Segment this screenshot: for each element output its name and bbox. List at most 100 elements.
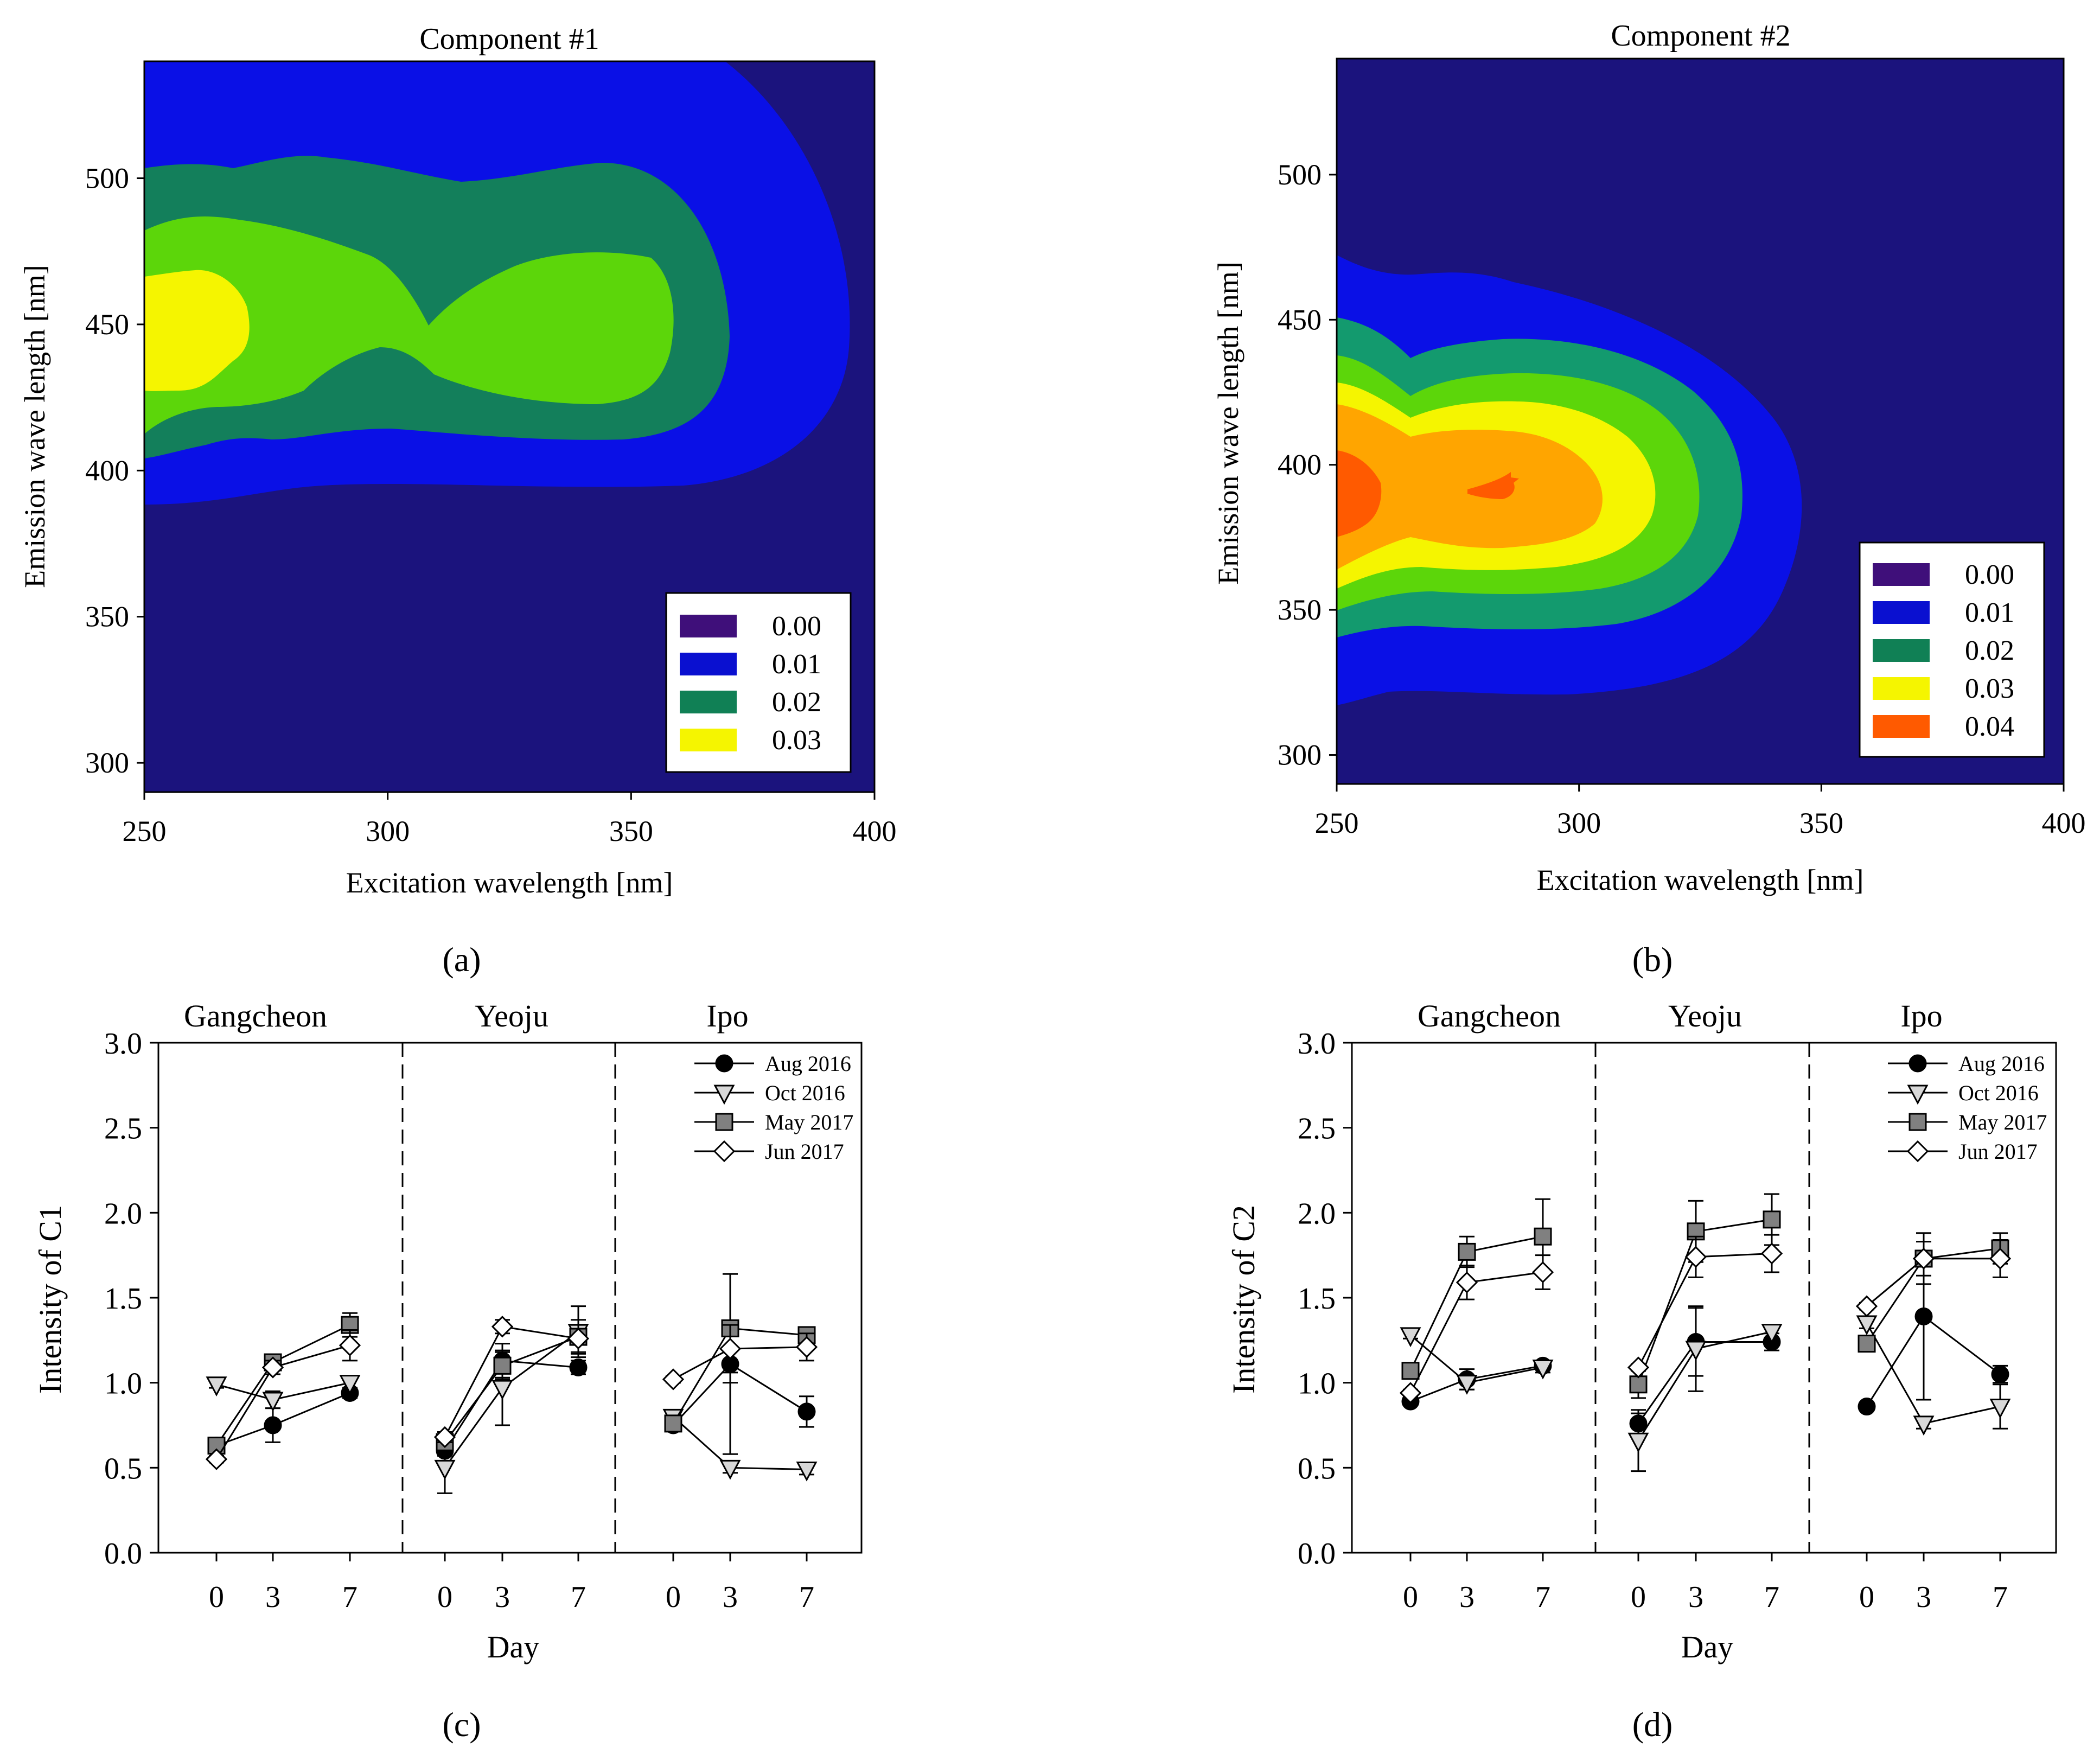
- legend: 0.00 0.01 0.02 0.03: [665, 592, 852, 773]
- data-point: [1532, 1359, 1554, 1380]
- legend-marker: [1906, 1140, 1929, 1163]
- series-line: [1409, 1271, 1543, 1394]
- group-label: Ipo: [706, 998, 748, 1034]
- panel-label-c: (c): [442, 1705, 481, 1744]
- series-line: [673, 1346, 807, 1380]
- x-tick-label: 7: [1764, 1580, 1779, 1614]
- x-axis-label: Excitation wavelength [nm]: [346, 866, 673, 899]
- panel-label-a: (a): [442, 940, 481, 979]
- data-point: [1627, 1356, 1650, 1379]
- series-line: [1866, 1247, 2001, 1344]
- series-aug-2016: [207, 1273, 816, 1460]
- series-line: [1866, 1258, 2000, 1307]
- group-label: Yeoju: [1668, 998, 1742, 1034]
- legend-marker: [1908, 1054, 1927, 1073]
- x-tick-label: 300: [1557, 807, 1601, 839]
- legend-label: Jun 2017: [1958, 1139, 2038, 1164]
- legend-label: 0.00: [1965, 559, 2014, 590]
- series-line: [444, 1336, 579, 1443]
- data-point: [339, 1334, 361, 1356]
- x-tick-label: 7: [799, 1580, 814, 1614]
- y-tick-label: 3.0: [1298, 1027, 1336, 1061]
- data-point: [1684, 1246, 1707, 1268]
- legend-label: 0.01: [772, 649, 821, 680]
- group-label: Yeoju: [475, 998, 548, 1034]
- data-point: [339, 1375, 361, 1395]
- data-point: [795, 1336, 818, 1358]
- x-tick-label: 250: [123, 815, 167, 847]
- data-point: [1534, 1227, 1552, 1246]
- y-tick-label: 300: [85, 747, 129, 779]
- legend-label: Aug 2016: [1958, 1051, 2045, 1076]
- x-tick-label: 7: [342, 1580, 358, 1614]
- x-axis-label: Excitation wavelength [nm]: [1537, 864, 1864, 896]
- data-point: [433, 1426, 456, 1449]
- legend-label: 0.04: [1965, 711, 2014, 742]
- legend-label: Jun 2017: [765, 1139, 844, 1164]
- y-tick-label: 0.0: [1298, 1537, 1336, 1571]
- data-point: [719, 1459, 741, 1480]
- legend-swatch: [680, 691, 737, 713]
- panel-label-d: (d): [1632, 1705, 1673, 1744]
- data-point: [719, 1337, 742, 1360]
- data-point: [491, 1316, 514, 1338]
- data-point: [205, 1448, 228, 1470]
- data-point: [1858, 1335, 1876, 1353]
- legend-swatch: [1873, 677, 1930, 700]
- data-point: [264, 1416, 282, 1434]
- panel-label-b: (b): [1632, 940, 1673, 979]
- contour-level-5: [1337, 404, 1603, 570]
- data-point: [1458, 1242, 1476, 1261]
- series-line: [1637, 1331, 1772, 1441]
- x-axis-label: Day: [1681, 1629, 1734, 1664]
- legend-swatch: [680, 729, 737, 751]
- y-tick-label: 1.5: [1298, 1282, 1336, 1316]
- series-line: [216, 1382, 350, 1401]
- data-point: [569, 1358, 588, 1376]
- y-tick-label: 400: [85, 454, 129, 487]
- legend-label: 0.02: [1965, 635, 2014, 666]
- y-tick-label: 3.0: [104, 1027, 142, 1061]
- plot-frame: [143, 60, 876, 793]
- legend: Aug 2016 Oct 2016 May 2017 Jun 2017: [1888, 1051, 2047, 1164]
- series-line: [1637, 1219, 1772, 1385]
- y-tick-label: 450: [1278, 303, 1322, 336]
- series-jun-2017: [205, 1316, 818, 1470]
- series-line: [672, 1327, 807, 1424]
- data-point: [662, 1368, 685, 1391]
- series-line: [1637, 1341, 1772, 1424]
- series-oct-2016: [1400, 1305, 2011, 1472]
- y-tick-label: 1.0: [1298, 1367, 1336, 1401]
- legend-swatch: [1873, 563, 1930, 586]
- y-tick-label: 1.0: [104, 1367, 142, 1401]
- plot-frame: [1351, 1042, 2057, 1554]
- data-point: [1627, 1432, 1649, 1453]
- data-point: [796, 1461, 818, 1482]
- y-tick-label: 0.0: [104, 1537, 142, 1571]
- y-tick-label: 2.5: [104, 1112, 142, 1146]
- data-point: [1685, 1341, 1707, 1361]
- data-point: [1913, 1415, 1935, 1436]
- y-axis-label: Emission wave length [nm]: [18, 265, 51, 588]
- series-jun-2017: [1399, 1234, 2012, 1404]
- legend-label: Oct 2016: [1958, 1081, 2039, 1105]
- contour-level-6: [1337, 450, 1519, 537]
- legend-swatch: [680, 653, 737, 675]
- contour-level-4: [144, 270, 250, 391]
- y-tick-label: 500: [85, 162, 129, 195]
- chart-title: Component #1: [419, 22, 599, 56]
- y-axis-label: Intensity of C2: [1226, 1205, 1261, 1394]
- x-tick-label: 0: [1859, 1580, 1874, 1614]
- legend-swatch: [1873, 715, 1930, 738]
- legend-label: 0.03: [1965, 673, 2014, 704]
- series-line: [1866, 1315, 2001, 1407]
- x-tick-label: 250: [1315, 807, 1359, 839]
- x-tick-label: 0: [209, 1580, 224, 1614]
- y-tick-label: 2.0: [104, 1197, 142, 1230]
- y-axis-label: Intensity of C1: [33, 1205, 68, 1394]
- data-point: [1991, 1365, 2009, 1383]
- y-tick-label: 350: [1278, 594, 1322, 626]
- x-tick-label: 7: [1993, 1580, 2008, 1614]
- legend-marker: [715, 1113, 733, 1131]
- x-tick-label: 0: [437, 1580, 452, 1614]
